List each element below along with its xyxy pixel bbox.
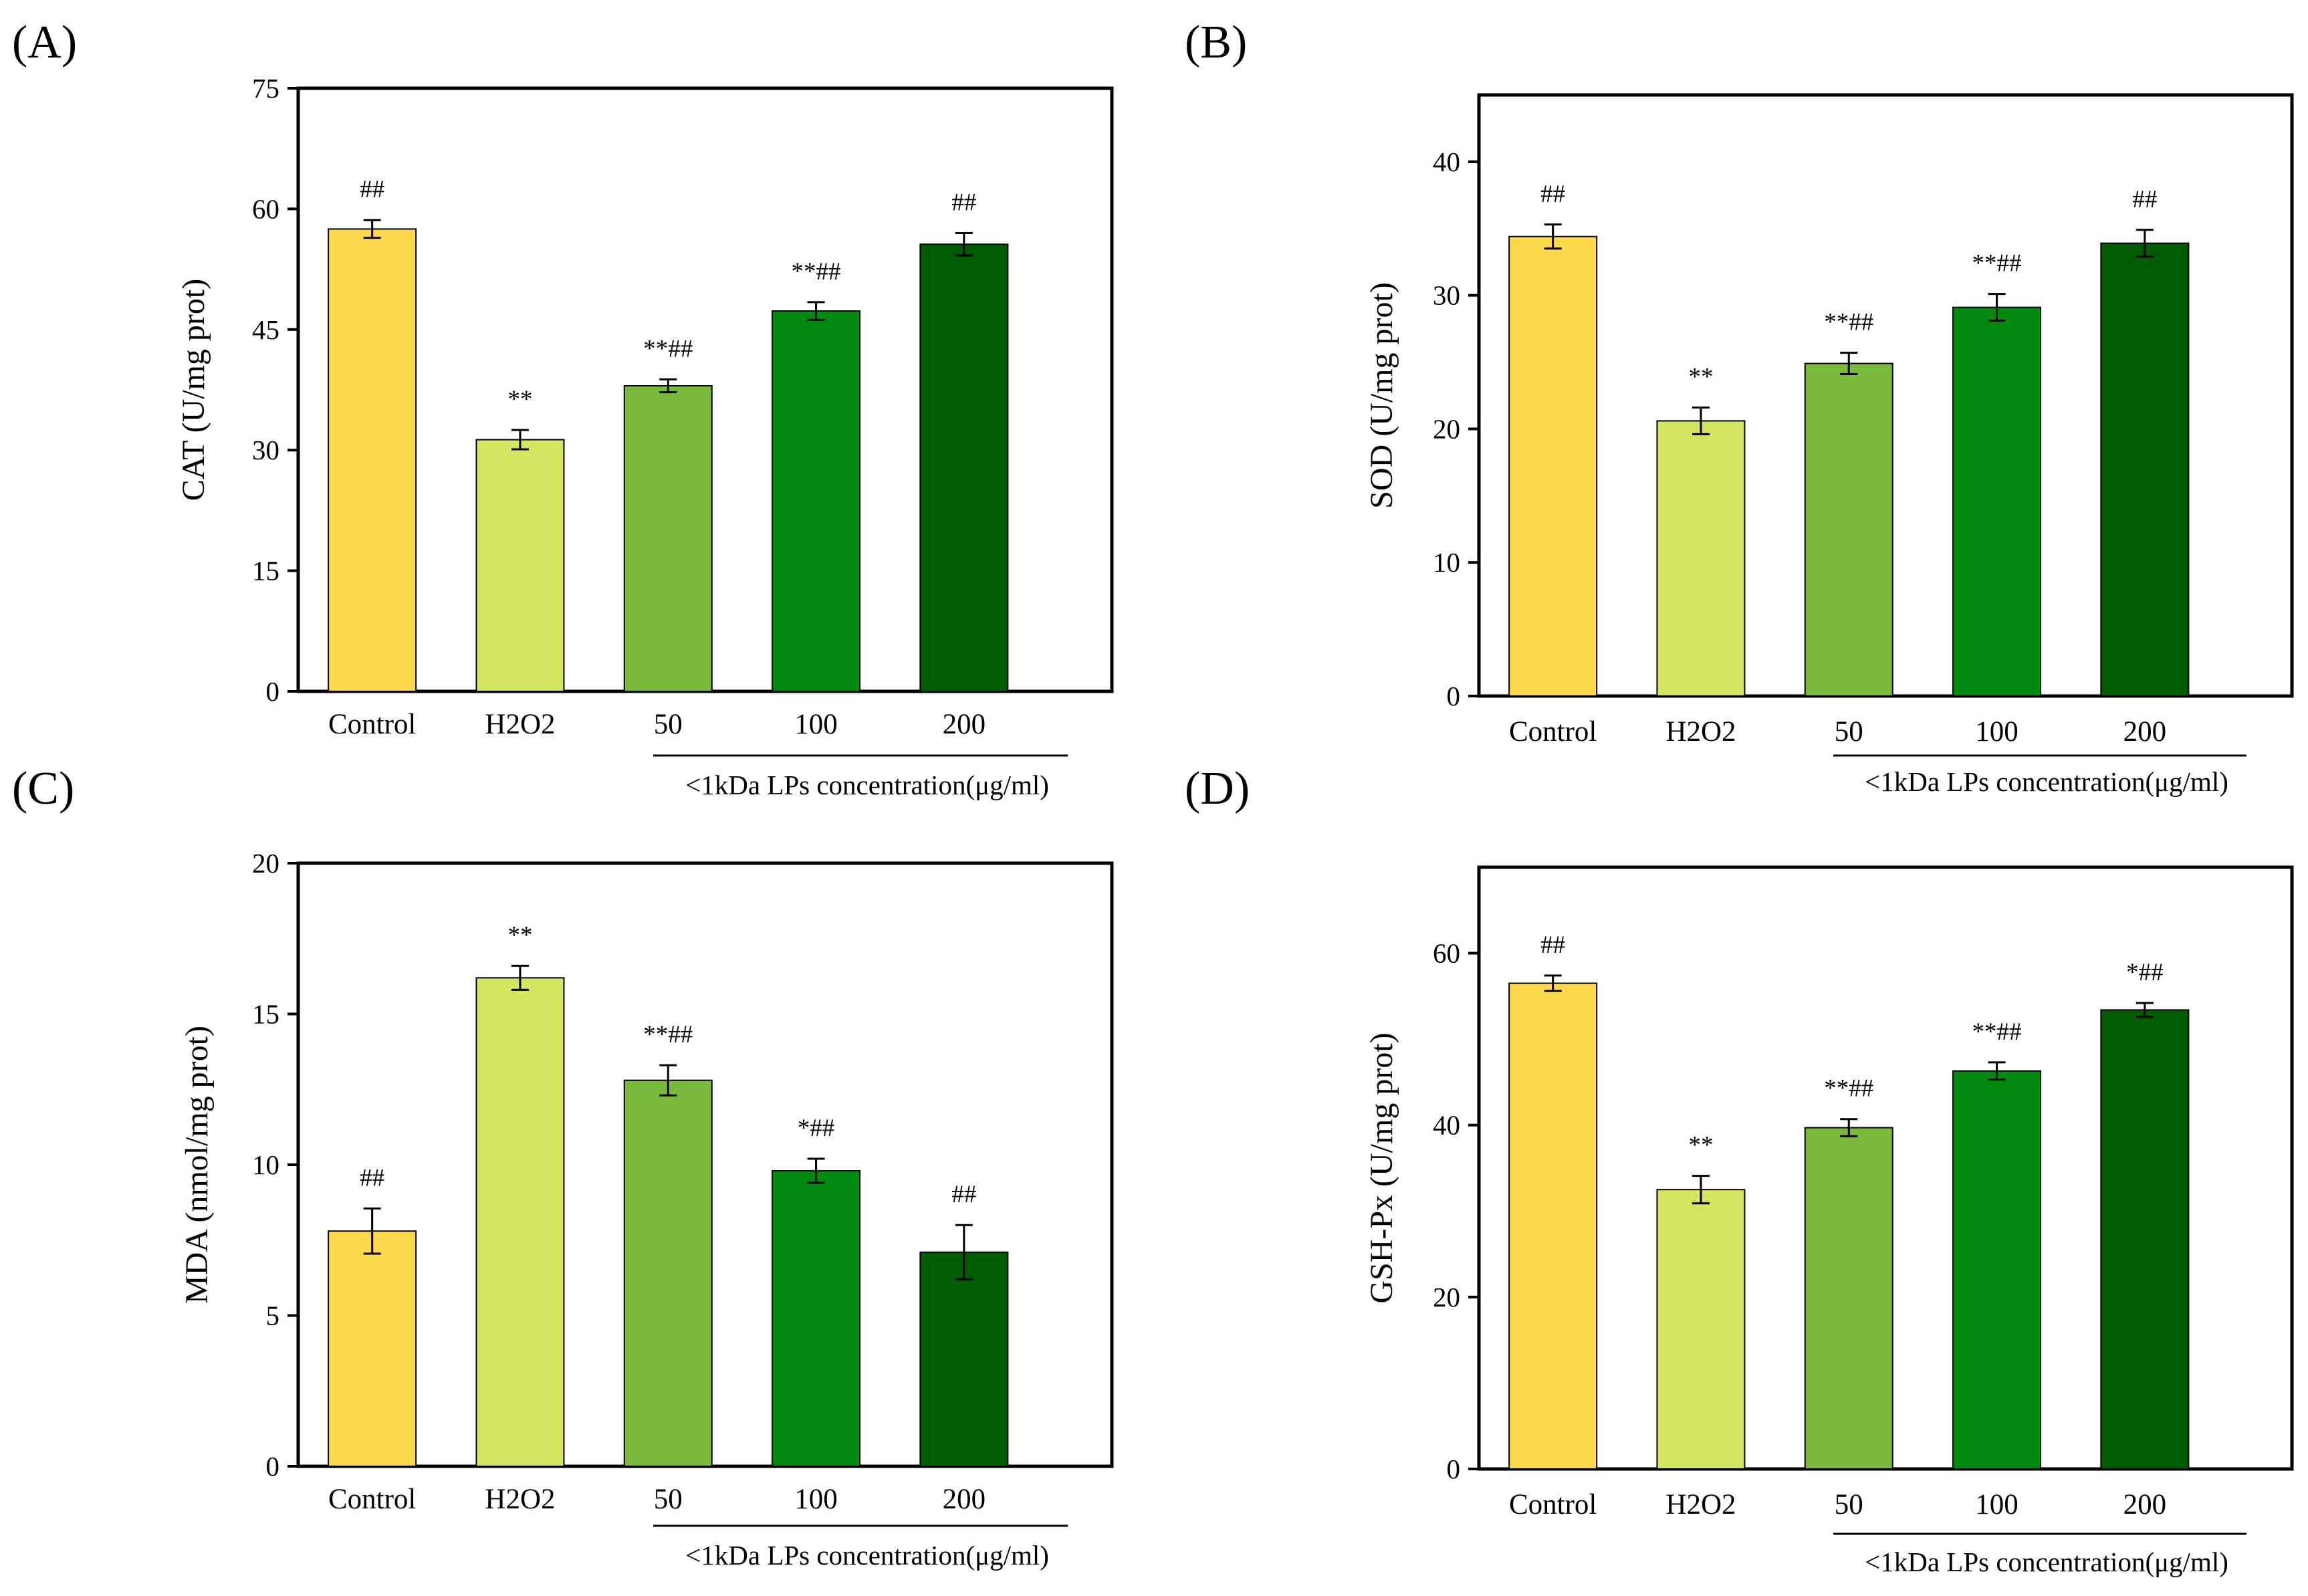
y-tick-label: 75	[252, 73, 279, 104]
group-label: <1kDa LPs concentration(μg/ml)	[1865, 766, 2228, 797]
bar-2	[623, 384, 713, 693]
bar-0	[328, 228, 417, 692]
y-axis-label: CAT (U/mg prot)	[176, 279, 211, 501]
bar-1	[475, 977, 565, 1467]
significance-label-0: ##	[360, 176, 384, 203]
bar-2	[1804, 1127, 1893, 1470]
x-tick-label-1: H2O2	[485, 709, 555, 740]
chart-panel-1: (A) 0 15 30 45 60 75 CAT (U/mg prot) ## Control **…	[12, 17, 1114, 800]
x-tick-label-2: 50	[654, 709, 683, 740]
x-tick-label-3: 100	[1975, 716, 2018, 748]
y-tick-label: 30	[1433, 280, 1460, 311]
significance-label-4: ##	[951, 189, 976, 216]
bar-4	[2100, 1009, 2190, 1470]
bar-3	[1952, 306, 2042, 697]
x-tick-label-1: H2O2	[1665, 1489, 1736, 1520]
significance-label-1: **	[1688, 363, 1713, 390]
y-tick-label: 10	[1433, 547, 1460, 578]
x-tick-label-4: 200	[943, 709, 986, 740]
bar-3	[1952, 1070, 2042, 1470]
x-tick-label-0: Control	[328, 1484, 416, 1515]
significance-label-4: *##	[2126, 959, 2164, 986]
x-tick-label-2: 50	[1835, 716, 1863, 748]
x-tick-label-3: 100	[794, 1484, 838, 1515]
bar-2	[623, 1079, 713, 1467]
bar-2	[1804, 362, 1893, 697]
significance-label-3: *##	[798, 1115, 835, 1142]
significance-label-0: ##	[1540, 181, 1565, 208]
x-tick-label-3: 100	[794, 709, 838, 740]
panel-letter: (C)	[12, 763, 74, 814]
group-label: <1kDa LPs concentration(μg/ml)	[685, 770, 1049, 800]
y-tick-label: 20	[1433, 1282, 1460, 1313]
y-tick-label: 15	[252, 999, 279, 1030]
y-tick-label: 5	[266, 1300, 280, 1331]
x-tick-label-2: 50	[654, 1484, 683, 1515]
y-tick-label: 60	[1433, 938, 1460, 969]
bar-1	[475, 439, 565, 692]
significance-label-2: **##	[1824, 309, 1873, 336]
x-tick-label-0: Control	[1509, 716, 1597, 748]
significance-label-2: **##	[643, 1021, 693, 1048]
y-tick-label: 30	[252, 435, 279, 465]
group-label: <1kDa LPs concentration(μg/ml)	[685, 1540, 1049, 1571]
x-tick-label-0: Control	[1509, 1489, 1597, 1520]
significance-label-3: **##	[792, 258, 841, 286]
x-tick-label-3: 100	[1975, 1489, 2018, 1520]
y-tick-label: 0	[266, 676, 280, 707]
y-tick-label: 60	[252, 193, 279, 224]
significance-label-1: **	[507, 386, 532, 413]
x-tick-label-4: 200	[2123, 716, 2167, 748]
bar-0	[328, 1230, 417, 1467]
bar-1	[1656, 1189, 1746, 1470]
y-tick-label: 0	[1447, 681, 1461, 711]
y-tick-label: 40	[1433, 146, 1460, 177]
chart-panel-3: (C) 0 5 10 15 20 MDA (nmol/mg prot) ## Control **…	[12, 763, 1114, 1571]
significance-label-0: ##	[360, 1164, 384, 1191]
x-tick-label-2: 50	[1835, 1489, 1863, 1520]
y-axis-label: MDA (nmol/mg prot)	[179, 1026, 215, 1304]
significance-label-4: ##	[2132, 186, 2157, 213]
panel-letter: (B)	[1185, 17, 1247, 68]
significance-label-2: **##	[1824, 1075, 1873, 1103]
x-tick-label-4: 200	[943, 1484, 986, 1515]
x-tick-label-1: H2O2	[1665, 716, 1736, 748]
panel-letter: (D)	[1185, 763, 1250, 814]
bar-0	[1508, 235, 1598, 697]
panel-letter: (A)	[12, 17, 77, 68]
y-tick-label: 0	[266, 1451, 280, 1482]
y-axis-label: GSH-Px (U/mg prot)	[1364, 1032, 1399, 1303]
bar-3	[772, 310, 861, 692]
x-tick-label-0: Control	[328, 709, 416, 740]
group-label: <1kDa LPs concentration(μg/ml)	[1865, 1547, 2228, 1577]
x-tick-label-4: 200	[2123, 1489, 2167, 1520]
significance-label-1: **	[1688, 1132, 1713, 1159]
bar-3	[772, 1170, 861, 1468]
y-tick-label: 0	[1447, 1454, 1461, 1484]
y-tick-label: 20	[1433, 413, 1460, 444]
significance-label-4: ##	[951, 1181, 976, 1208]
bar-4	[2100, 242, 2190, 697]
y-axis-label: SOD (U/mg prot)	[1364, 282, 1399, 509]
x-tick-label-1: H2O2	[485, 1484, 555, 1515]
y-tick-label: 40	[1433, 1110, 1460, 1141]
y-tick-label: 45	[252, 314, 279, 345]
bar-4	[919, 243, 1009, 692]
significance-label-3: **##	[1972, 1018, 2022, 1046]
y-tick-label: 10	[252, 1149, 279, 1180]
chart-panel-4: (D) 0 20 40 60 GSH-Px (U/mg prot) ## Control ** H…	[1185, 763, 2294, 1577]
bar-0	[1508, 982, 1598, 1470]
bar-1	[1656, 420, 1746, 697]
y-tick-label: 15	[252, 556, 279, 586]
significance-label-3: **##	[1972, 250, 2022, 277]
bar-4	[919, 1251, 1009, 1468]
significance-label-1: **	[507, 921, 532, 949]
significance-label-0: ##	[1540, 931, 1565, 959]
chart-panel-2: (B) 0 10 20 30 40 SOD (U/mg prot) ## Control ** H2…	[1185, 17, 2294, 797]
significance-label-2: **##	[643, 335, 693, 362]
y-tick-label: 20	[252, 848, 279, 879]
